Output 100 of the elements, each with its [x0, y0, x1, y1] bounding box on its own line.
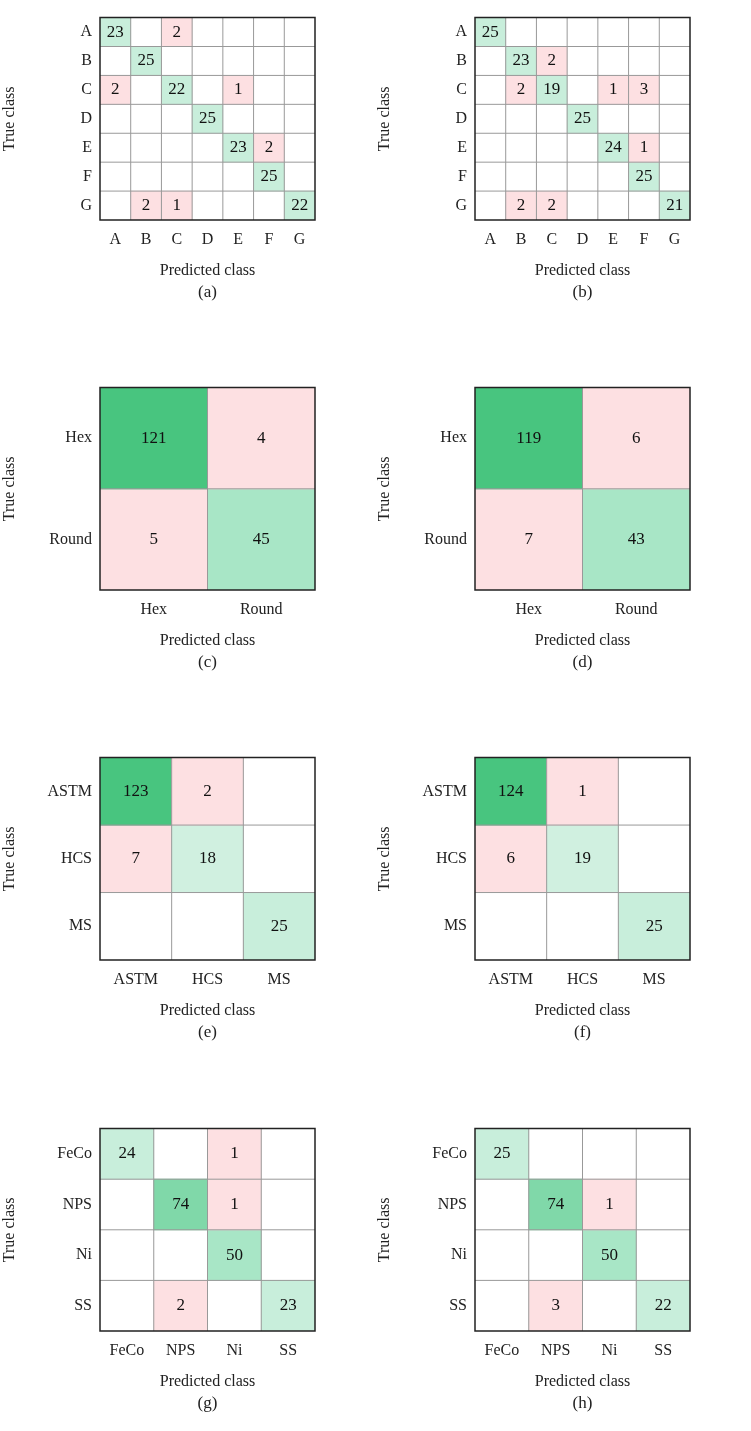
y-tick-label: Ni	[451, 1245, 468, 1263]
data-label: 6	[632, 427, 641, 447]
y-tick-label: ASTM	[422, 781, 467, 799]
y-tick-label: C	[456, 80, 467, 98]
y-tick-label: G	[455, 195, 468, 213]
x-tick-label: NPS	[540, 1340, 571, 1358]
x-tick-label: ASTM	[488, 969, 534, 987]
y-tick-label: Ni	[76, 1245, 93, 1263]
x-axis-title: Predicted class	[534, 260, 631, 278]
data-label: 25	[645, 915, 663, 935]
x-tick-label: ASTM	[113, 969, 159, 987]
y-tick-label: FeCo	[432, 1144, 467, 1162]
data-label: 25	[137, 50, 155, 70]
data-label: 19	[574, 848, 591, 868]
y-tick-label: E	[457, 137, 467, 155]
data-label: 18	[199, 848, 216, 868]
data-label: 22	[291, 195, 309, 215]
data-label: 3	[551, 1295, 560, 1315]
data-label: 123	[123, 780, 149, 800]
data-label: 25	[635, 166, 653, 186]
y-tick-label: Round	[424, 529, 467, 547]
y-tick-label: B	[456, 51, 467, 69]
data-label: 5	[149, 528, 158, 548]
y-tick-label: HCS	[435, 849, 467, 866]
data-label: 121	[141, 427, 167, 447]
data-label: 2	[176, 1295, 185, 1315]
data-label: 43	[627, 528, 645, 548]
y-tick-label: G	[80, 195, 93, 213]
x-tick-label: C	[171, 229, 183, 247]
y-tick-label: A	[455, 22, 468, 40]
y-tick-label: ASTM	[47, 781, 92, 799]
data-label: 2	[547, 50, 557, 70]
data-label: 1	[605, 1193, 614, 1213]
y-tick-label: SS	[74, 1295, 92, 1313]
x-tick-label: C	[546, 229, 558, 247]
data-label: 23	[279, 1295, 297, 1315]
data-label: 3	[639, 79, 649, 99]
x-tick-label: Hex	[140, 599, 168, 617]
data-label: 2	[516, 195, 526, 215]
y-tick-label: F	[83, 166, 93, 184]
y-tick-label: E	[82, 137, 92, 155]
data-label: 23	[106, 21, 124, 41]
data-label: 25	[260, 166, 278, 186]
text: (d)	[571, 652, 594, 672]
x-axis-title: Predicted class	[534, 1000, 631, 1018]
data-label: 74	[547, 1193, 565, 1213]
data-label: 25	[270, 915, 288, 935]
y-tick-label: SS	[449, 1295, 467, 1313]
y-axis-title: True class	[0, 1197, 17, 1263]
y-axis-title: True class	[374, 826, 392, 892]
y-tick-label: MS	[443, 916, 467, 934]
data-label: 2	[547, 195, 557, 215]
x-tick-label: MS	[267, 969, 291, 987]
data-label: 23	[229, 137, 247, 157]
data-label: 2	[203, 780, 212, 800]
y-tick-label: FeCo	[57, 1144, 92, 1162]
x-tick-label: D	[576, 229, 589, 247]
text: (f)	[573, 1022, 592, 1042]
text: (a)	[197, 282, 218, 302]
y-axis-title: True class	[374, 1197, 392, 1263]
data-label: 2	[264, 137, 274, 157]
x-tick-label: HCS	[191, 969, 224, 987]
x-tick-label: B	[140, 229, 152, 247]
x-tick-label: FeCo	[484, 1340, 520, 1358]
x-tick-label: E	[233, 229, 244, 247]
y-tick-label: NPS	[62, 1194, 92, 1212]
data-label: 24	[118, 1143, 136, 1163]
x-tick-label: G	[668, 229, 681, 247]
x-tick-label: A	[484, 229, 497, 247]
text: (c)	[197, 652, 218, 672]
y-axis-title: True class	[0, 86, 17, 152]
y-tick-label: C	[81, 80, 92, 98]
x-tick-label: HCS	[566, 969, 599, 987]
data-label: 24	[604, 137, 623, 157]
data-label: 1	[233, 79, 243, 99]
x-tick-label: Ni	[601, 1340, 618, 1358]
x-tick-label: G	[293, 229, 306, 247]
data-label: 6	[506, 848, 516, 868]
x-tick-label: F	[639, 229, 649, 247]
text: (g)	[196, 1393, 219, 1413]
y-axis-title: True class	[374, 456, 392, 522]
x-tick-label: FeCo	[109, 1340, 145, 1358]
x-tick-label: SS	[654, 1340, 673, 1358]
x-tick-label: F	[264, 229, 274, 247]
data-label: 7	[131, 848, 141, 868]
data-label: 1	[172, 195, 182, 215]
data-label: 1	[639, 137, 649, 157]
data-label: 2	[172, 21, 182, 41]
y-axis-title: True class	[374, 86, 392, 152]
x-tick-label: NPS	[165, 1340, 196, 1358]
y-tick-label: MS	[68, 916, 92, 934]
y-axis-title: True class	[0, 456, 17, 522]
data-label: 25	[574, 108, 591, 128]
data-label: 50	[600, 1244, 618, 1264]
y-tick-label: HCS	[60, 849, 92, 866]
y-tick-label: Round	[49, 529, 92, 547]
x-tick-label: Round	[614, 599, 658, 617]
x-tick-label: Ni	[226, 1340, 243, 1358]
data-label: 19	[543, 79, 561, 99]
data-label: 119	[516, 427, 542, 447]
